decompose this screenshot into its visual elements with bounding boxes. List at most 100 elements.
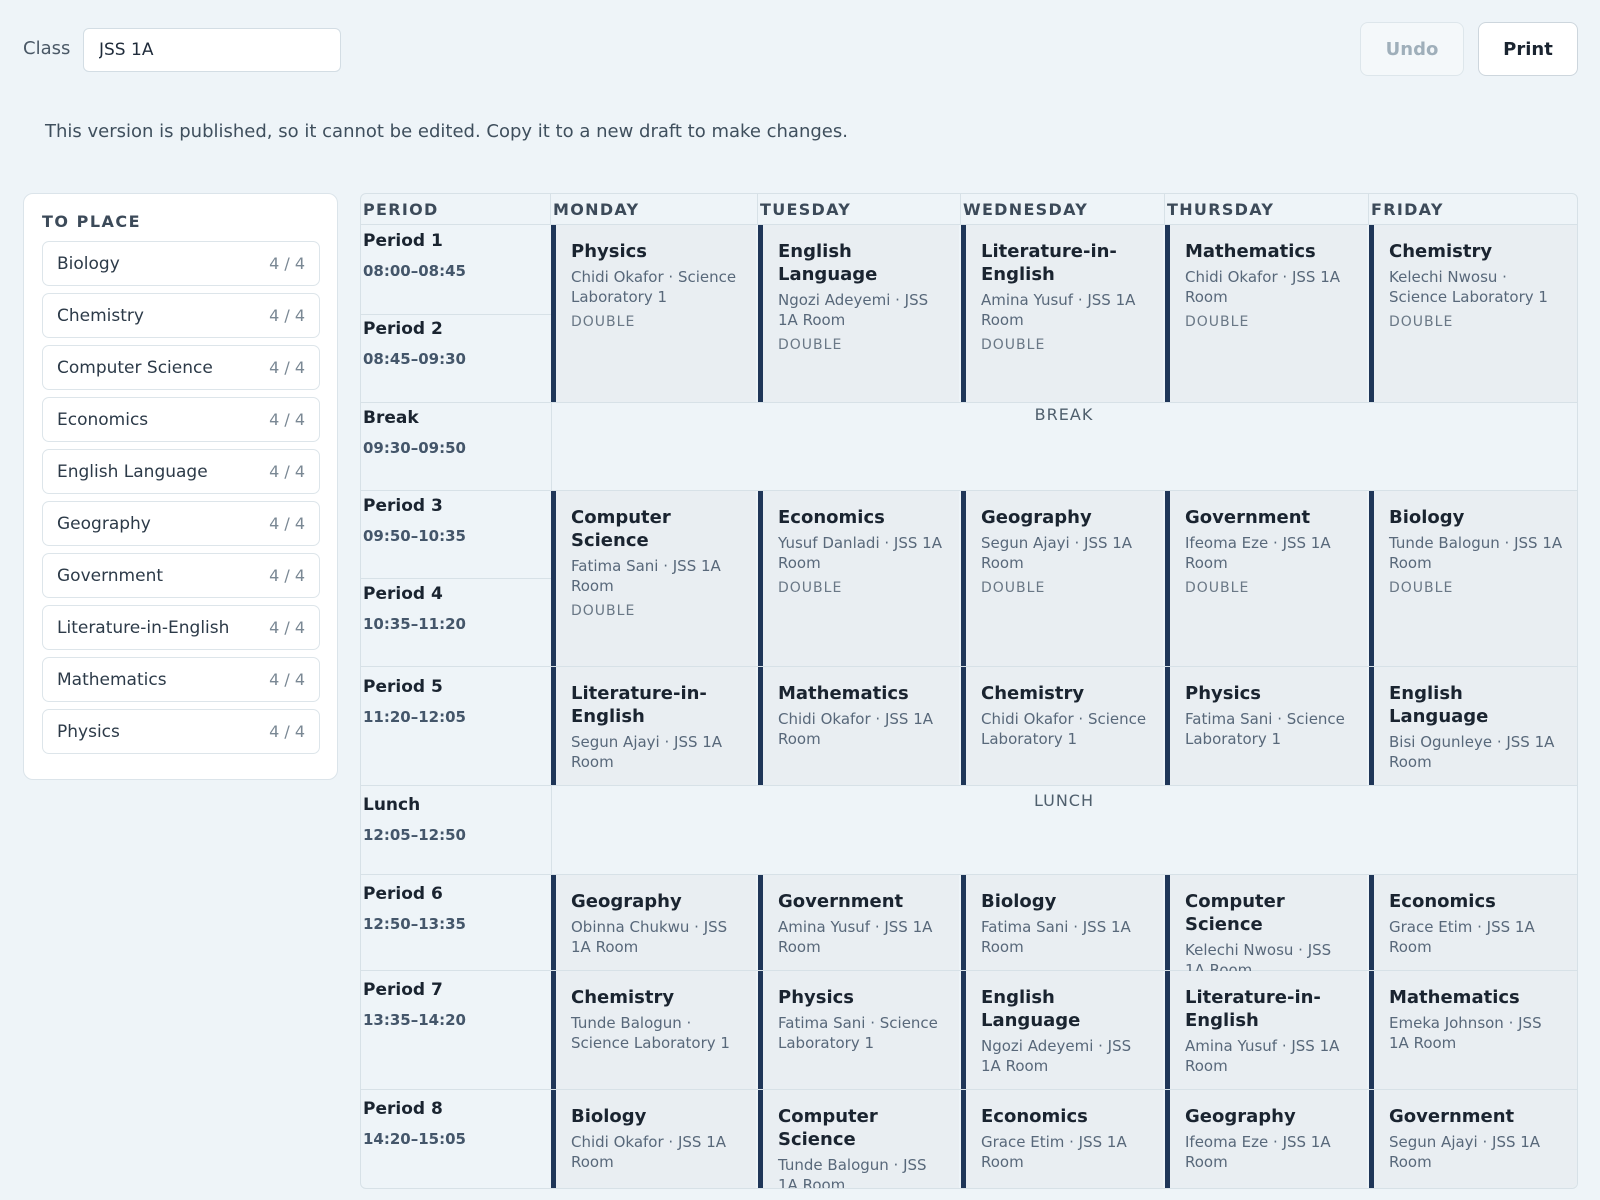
lesson-teacher-room: Segun Ajayi · JSS 1A Room: [981, 534, 1133, 572]
period-time: 14:20–15:05: [363, 1130, 466, 1148]
timetable-grid: PERIOD MONDAY TUESDAY WEDNESDAY THURSDAY FRID…: [360, 193, 1578, 1189]
lesson-cell[interactable]: English Language Ngozi Adeyemi · JSS 1A R…: [758, 225, 959, 402]
to-place-item[interactable]: Government 4 / 4: [42, 553, 320, 598]
to-place-item-name: Economics: [57, 409, 149, 430]
lesson-cell[interactable]: Mathematics Emeka Johnson · JSS 1A Room: [1369, 971, 1577, 1089]
undo-button[interactable]: Undo: [1360, 22, 1464, 76]
lesson-cell[interactable]: Literature-in-English Amina Yusuf · JSS 1…: [1165, 971, 1367, 1089]
class-input[interactable]: [83, 28, 341, 72]
lesson-cell[interactable]: Geography Ifeoma Eze · JSS 1A Room: [1165, 1090, 1367, 1188]
to-place-item-count: 4 / 4: [269, 514, 305, 533]
period-name: Period 2: [363, 319, 443, 339]
double-badge: DOUBLE: [778, 580, 843, 596]
lesson-subject: Computer Science: [778, 1106, 878, 1150]
lesson-subject: Literature-in-English: [1185, 987, 1321, 1031]
lesson-subject: Chemistry: [1389, 241, 1493, 262]
lesson-teacher-room: Grace Etim · JSS 1A Room: [1389, 918, 1535, 956]
lesson-cell[interactable]: Economics Yusuf Danladi · JSS 1A Room DOUB…: [758, 491, 959, 666]
lesson-cell[interactable]: Government Segun Ajayi · JSS 1A Room: [1369, 1090, 1577, 1188]
lesson-cell[interactable]: Computer Science Fatima Sani · JSS 1A Roo…: [551, 491, 756, 666]
lesson-cell[interactable]: Computer Science Tunde Balogun · JSS 1A R…: [758, 1090, 959, 1188]
lesson-teacher-room: Chidi Okafor · JSS 1A Room: [1185, 268, 1340, 306]
row-divider: [361, 666, 1577, 667]
lesson-cell[interactable]: Geography Segun Ajayi · JSS 1A Room DOUBLE: [961, 491, 1163, 666]
to-place-item[interactable]: Computer Science 4 / 4: [42, 345, 320, 390]
to-place-item[interactable]: Economics 4 / 4: [42, 397, 320, 442]
column-header: PERIOD: [361, 194, 551, 224]
period-label: Period 7 13:35–14:20: [363, 976, 551, 1029]
lesson-cell[interactable]: English Language Ngozi Adeyemi · JSS 1A R…: [961, 971, 1163, 1089]
lesson-subject: Mathematics: [1389, 987, 1520, 1008]
to-place-item[interactable]: Geography 4 / 4: [42, 501, 320, 546]
period-name: Period 5: [363, 677, 443, 697]
to-place-item-name: Geography: [57, 513, 151, 534]
lesson-cell[interactable]: Government Amina Yusuf · JSS 1A Room: [758, 875, 959, 970]
to-place-item-count: 4 / 4: [269, 722, 305, 741]
to-place-item-count: 4 / 4: [269, 306, 305, 325]
double-badge: DOUBLE: [571, 603, 636, 619]
to-place-item[interactable]: Physics 4 / 4: [42, 709, 320, 754]
period-time: 12:05–12:50: [363, 826, 466, 844]
lesson-cell[interactable]: Chemistry Kelechi Nwosu · Science Laborat…: [1369, 225, 1577, 402]
to-place-item-name: Chemistry: [57, 305, 144, 326]
lesson-teacher-room: Fatima Sani · Science Laboratory 1: [1185, 710, 1345, 748]
period-name: Period 7: [363, 980, 443, 1000]
lesson-subject: Literature-in-English: [571, 683, 707, 727]
period-name: Period 1: [363, 231, 443, 251]
lesson-cell[interactable]: Economics Grace Etim · JSS 1A Room: [961, 1090, 1163, 1188]
lesson-cell[interactable]: Biology Tunde Balogun · JSS 1A Room DOUBLE: [1369, 491, 1577, 666]
lesson-subject: Physics: [1185, 683, 1262, 704]
lesson-cell[interactable]: Computer Science Kelechi Nwosu · JSS 1A R…: [1165, 875, 1367, 979]
double-badge: DOUBLE: [1389, 314, 1454, 330]
period-label: Period 2 08:45–09:30: [363, 315, 551, 368]
to-place-item[interactable]: Chemistry 4 / 4: [42, 293, 320, 338]
lesson-cell[interactable]: English Language Bisi Ogunleye · JSS 1A R…: [1369, 667, 1577, 785]
double-badge: DOUBLE: [778, 337, 843, 353]
lesson-cell[interactable]: Chemistry Tunde Balogun · Science Laborat…: [551, 971, 756, 1089]
lesson-subject: English Language: [981, 987, 1081, 1031]
period-name: Break: [363, 408, 419, 428]
row-divider: [361, 490, 1577, 491]
lesson-cell[interactable]: Physics Fatima Sani · Science Laboratory …: [758, 971, 959, 1089]
to-place-item-count: 4 / 4: [269, 410, 305, 429]
lesson-cell[interactable]: Mathematics Chidi Okafor · JSS 1A Room: [758, 667, 959, 785]
lesson-cell[interactable]: Literature-in-English Segun Ajayi · JSS 1…: [551, 667, 756, 785]
print-button[interactable]: Print: [1478, 22, 1578, 76]
lesson-cell[interactable]: Literature-in-English Amina Yusuf · JSS 1…: [961, 225, 1163, 402]
lesson-cell[interactable]: Biology Fatima Sani · JSS 1A Room: [961, 875, 1163, 970]
class-label: Class: [23, 38, 71, 59]
lesson-teacher-room: Fatima Sani · Science Laboratory 1: [778, 1014, 938, 1052]
header-divider: [361, 224, 1577, 225]
lesson-cell[interactable]: Economics Grace Etim · JSS 1A Room: [1369, 875, 1577, 970]
lesson-subject: Mathematics: [778, 683, 909, 704]
to-place-item-name: Mathematics: [57, 669, 167, 690]
to-place-item[interactable]: English Language 4 / 4: [42, 449, 320, 494]
lesson-cell[interactable]: Mathematics Chidi Okafor · JSS 1A Room DOU…: [1165, 225, 1367, 402]
lesson-subject: Physics: [571, 241, 648, 262]
to-place-item-name: English Language: [57, 461, 208, 482]
lesson-cell[interactable]: Biology Chidi Okafor · JSS 1A Room: [551, 1090, 756, 1188]
to-place-item[interactable]: Literature-in-English 4 / 4: [42, 605, 320, 650]
to-place-title: TO PLACE: [42, 212, 142, 231]
lesson-teacher-room: Amina Yusuf · JSS 1A Room: [1185, 1037, 1340, 1075]
lesson-cell[interactable]: Physics Fatima Sani · Science Laboratory …: [1165, 667, 1367, 785]
lesson-cell[interactable]: Physics Chidi Okafor · Science Laboratory…: [551, 225, 756, 402]
lesson-teacher-room: Segun Ajayi · JSS 1A Room: [1389, 1133, 1541, 1171]
lesson-cell[interactable]: Geography Obinna Chukwu · JSS 1A Room: [551, 875, 756, 970]
lesson-teacher-room: Ifeoma Eze · JSS 1A Room: [1185, 534, 1331, 572]
published-notice: This version is published, so it cannot …: [45, 121, 848, 142]
lesson-teacher-room: Chidi Okafor · Science Laboratory 1: [571, 268, 737, 306]
lesson-subject: Geography: [571, 891, 682, 912]
period-time: 08:45–09:30: [363, 350, 466, 368]
lesson-cell[interactable]: Government Ifeoma Eze · JSS 1A Room DOUBLE: [1165, 491, 1367, 666]
double-badge: DOUBLE: [1185, 580, 1250, 596]
lesson-cell[interactable]: Chemistry Chidi Okafor · Science Laborato…: [961, 667, 1163, 785]
to-place-item-count: 4 / 4: [269, 358, 305, 377]
row-divider: [361, 578, 551, 579]
to-place-item[interactable]: Mathematics 4 / 4: [42, 657, 320, 702]
double-badge: DOUBLE: [981, 337, 1046, 353]
period-name: Period 4: [363, 584, 443, 604]
column-header: FRIDAY: [1369, 194, 1577, 224]
to-place-item[interactable]: Biology 4 / 4: [42, 241, 320, 286]
lesson-teacher-room: Grace Etim · JSS 1A Room: [981, 1133, 1127, 1171]
